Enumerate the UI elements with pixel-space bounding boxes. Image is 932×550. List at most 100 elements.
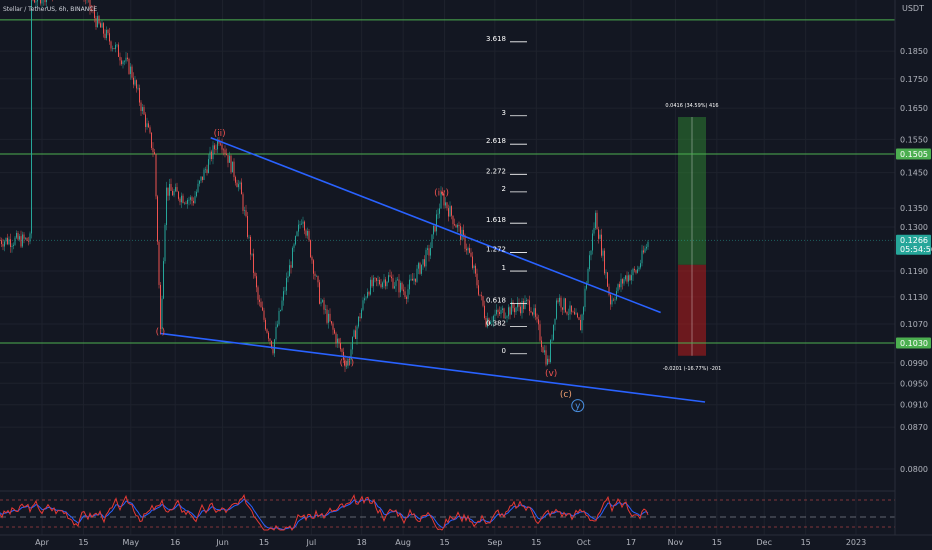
price-tag-countdown: 05:54:56: [900, 245, 932, 254]
candle-body: [503, 308, 505, 319]
candle-body: [514, 308, 515, 313]
candle-body: [346, 365, 347, 367]
candle-body: [479, 294, 481, 296]
candle-body: [619, 284, 620, 288]
y-tick-label: 0.0950: [900, 379, 928, 388]
candle-body: [317, 275, 319, 283]
wave-label: (c): [560, 390, 572, 400]
candle-body: [134, 80, 136, 85]
y-tick-label: 0.0990: [900, 359, 928, 368]
candle-body: [335, 333, 337, 344]
candle-body: [361, 309, 362, 319]
candle-body: [142, 107, 143, 112]
candle-body: [113, 48, 115, 49]
candle-body: [131, 66, 133, 78]
trendlines[interactable]: [160, 136, 706, 403]
candle-body: [628, 275, 629, 282]
candle-body: [379, 280, 380, 285]
candle-body: [370, 279, 371, 295]
y-tick-label: 0.1650: [900, 104, 928, 113]
candle-body: [313, 260, 314, 274]
candle-body: [646, 246, 647, 249]
candle-body: [475, 265, 476, 274]
candle-body: [319, 282, 320, 304]
candle-body: [34, 0, 35, 3]
candle-body: [350, 349, 352, 360]
candle-body: [355, 330, 356, 340]
candle-body: [158, 241, 160, 285]
candle-body: [427, 248, 428, 250]
candle-body: [148, 123, 149, 128]
x-tick-label: Jul: [306, 538, 317, 547]
x-tick-label: Oct: [577, 538, 591, 547]
candle-body: [554, 318, 556, 325]
candle-body: [521, 301, 523, 314]
candle-body: [1, 240, 2, 245]
fibonacci-levels[interactable]: 3.618 3 2.618 2.272 2 1.618 1.272 1 0.618 0.382 0: [486, 35, 527, 355]
candle-body: [253, 253, 254, 273]
candle-body: [643, 250, 644, 253]
candle-body: [539, 324, 541, 341]
candle-body: [352, 336, 353, 350]
stop-label: -0.0201 (-16.77%) -201: [663, 366, 722, 372]
y-tick-label: 0.1350: [900, 204, 928, 213]
wave-label: (v): [545, 369, 557, 379]
candle-body: [209, 151, 211, 160]
candle-body: [358, 316, 359, 327]
candle-body: [233, 161, 235, 178]
candle-body: [182, 195, 184, 203]
candle-body: [278, 310, 280, 325]
candle-body: [497, 309, 499, 312]
horizontal-levels[interactable]: [0, 19, 895, 344]
candle-body: [211, 151, 212, 160]
candle-body: [175, 187, 176, 192]
candle-body: [496, 309, 497, 315]
candle-body: [16, 232, 17, 238]
candle-body: [326, 309, 328, 323]
price-axis[interactable]: 0.1850 0.1750 0.1650 0.1550 0.1450 0.1350 0.13…: [894, 0, 932, 550]
candle-body: [10, 239, 11, 247]
x-tick-label: 2023: [846, 538, 866, 547]
candle-body: [550, 340, 551, 362]
x-tick-label: 15: [712, 538, 722, 547]
chart-title: Stellar / TetherUS, 6h, BINANCE: [3, 6, 97, 13]
candle-body: [125, 57, 127, 62]
position-zones[interactable]: 0.0416 (34.59%) 416 -0.0201 (-16.77%) -20…: [663, 103, 722, 372]
candle-body: [92, 10, 94, 11]
candle-body: [251, 253, 253, 255]
candle-body: [116, 44, 118, 46]
candle-body: [37, 0, 38, 2]
candle-body: [176, 187, 178, 192]
candle-body: [221, 144, 223, 150]
candle-body: [373, 277, 374, 287]
candle-body: [170, 183, 172, 191]
candle-body: [452, 215, 454, 225]
candle-body: [200, 176, 202, 181]
candle-body: [314, 273, 316, 276]
candle-body: [536, 316, 538, 320]
candle-body: [205, 169, 206, 170]
candle-body: [286, 277, 287, 291]
candle-body: [151, 132, 152, 148]
candle-body: [217, 139, 218, 150]
candle-body: [385, 279, 386, 287]
x-tick-label: 15: [78, 538, 88, 547]
candle-body: [281, 300, 283, 311]
candle-body: [568, 314, 569, 315]
candle-body: [391, 276, 392, 279]
candle-body: [194, 196, 196, 204]
candle-body: [625, 275, 626, 280]
candle-body: [104, 33, 106, 39]
candle-body: [569, 305, 571, 315]
candle-body: [601, 234, 602, 256]
candle-body: [577, 313, 578, 318]
rsi-line: [0, 493, 649, 532]
candle-body: [257, 287, 259, 300]
candle-body: [139, 87, 140, 103]
candle-body: [395, 280, 397, 287]
candle-body: [614, 299, 616, 301]
candle-body: [124, 61, 125, 62]
time-axis[interactable]: Apr 15 May 16 Jun 15 Jul 18 Aug 15 Sep 15 Oct 17 Nov 15…: [0, 534, 932, 550]
candle-body: [353, 330, 355, 337]
